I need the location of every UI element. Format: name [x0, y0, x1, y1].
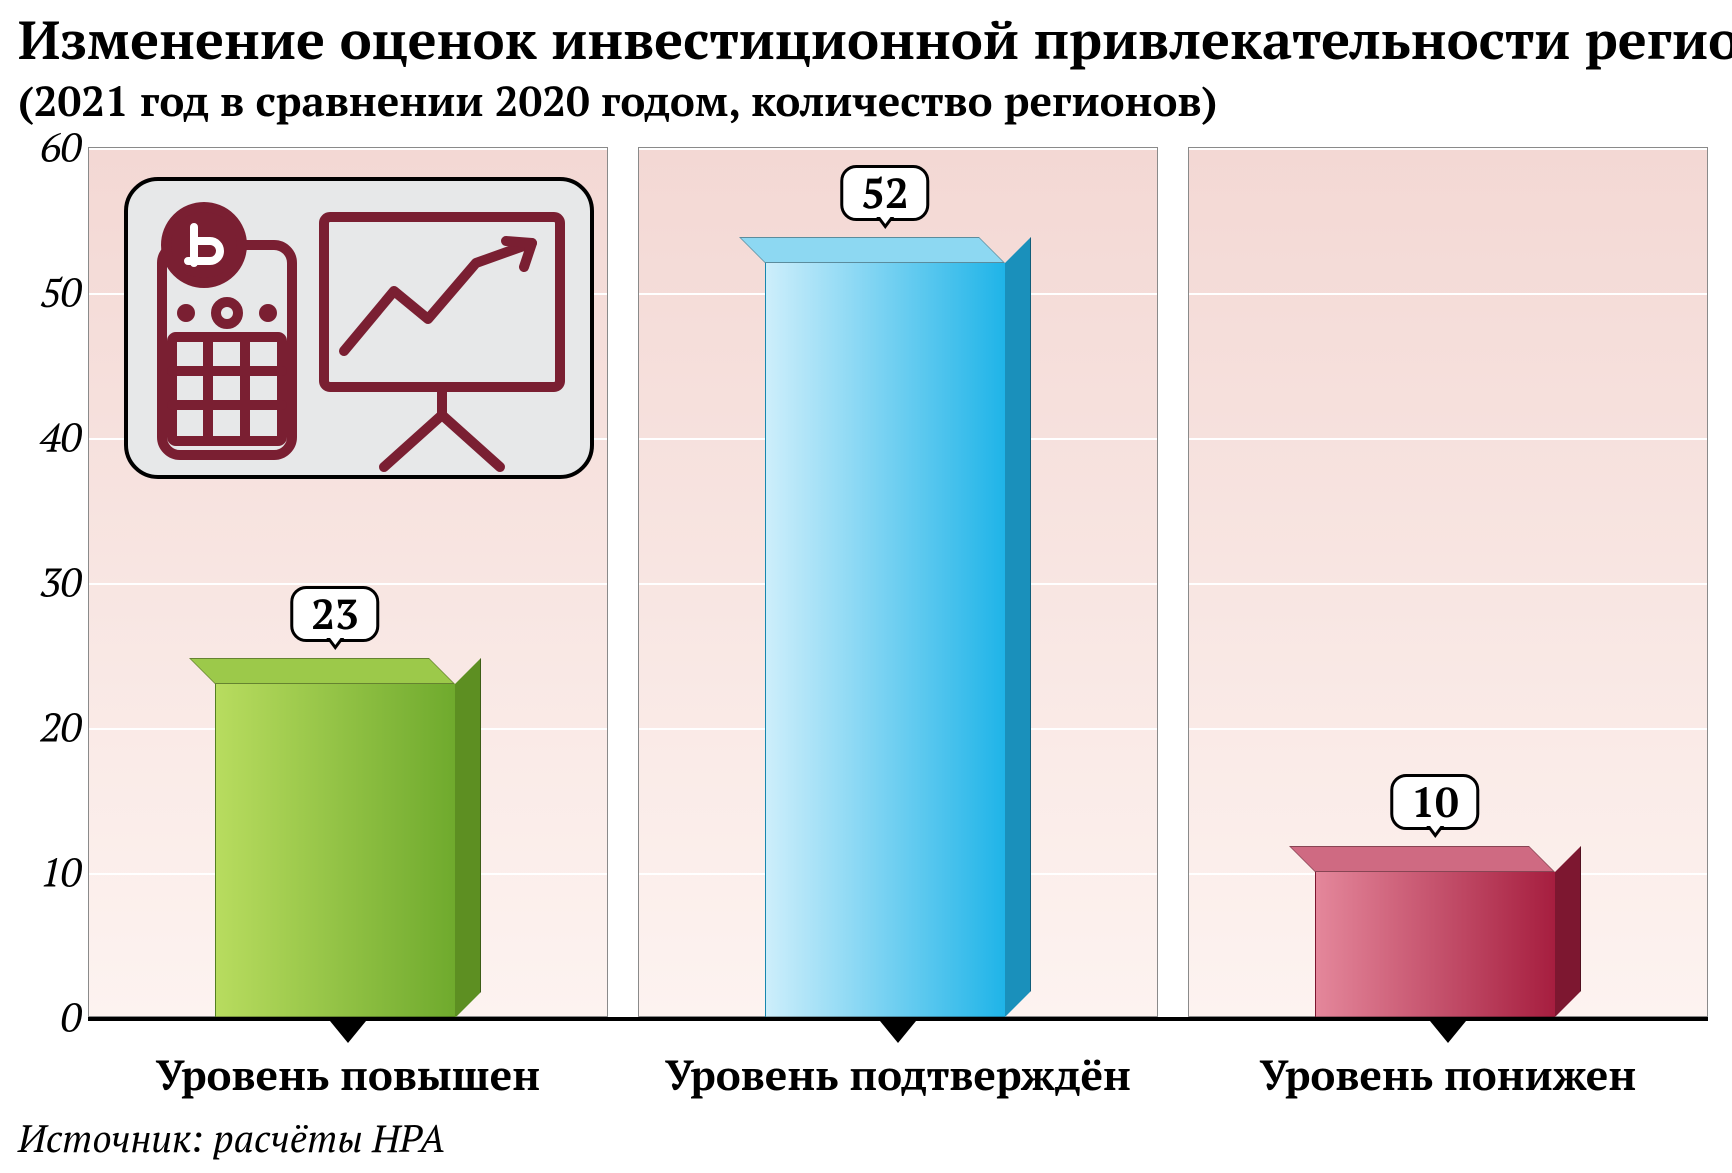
bar: 52: [765, 237, 1031, 1017]
chart-title: Изменение оценок инвестиционной привлека…: [18, 10, 1714, 69]
bar: 23: [215, 658, 481, 1018]
chart-area: 0102030405060 235210: [18, 147, 1708, 1017]
x-tick-label: Уровень понижен: [1260, 1047, 1637, 1103]
gridline: [1189, 583, 1707, 585]
x-tick-pointer: [330, 1021, 366, 1043]
plot-area: 23 52 10: [88, 147, 1708, 1017]
gridline: [89, 148, 607, 150]
x-tick-pointer: [1430, 1021, 1466, 1043]
infographic-icon-card: [124, 177, 594, 479]
bar-value-label: 52: [840, 165, 929, 221]
y-tick-label: 20: [40, 701, 82, 754]
gridline: [1189, 438, 1707, 440]
gridline: [1189, 293, 1707, 295]
gridline: [1189, 728, 1707, 730]
calculator-and-chart-icon: [128, 181, 590, 475]
y-tick-label: 50: [40, 266, 82, 319]
y-tick-label: 40: [40, 411, 82, 464]
x-tick-pointer: [880, 1021, 916, 1043]
gridline: [639, 148, 1157, 150]
x-tick-label: Уровень повышен: [156, 1047, 540, 1103]
y-tick-label: 0: [61, 991, 82, 1044]
chart-source: Источник: расчёты НРА: [18, 1113, 1714, 1163]
x-tick-label: Уровень подтверждён: [665, 1047, 1131, 1103]
chart-subtitle: (2021 год в сравнении 2020 годом, количе…: [18, 73, 1714, 129]
y-tick-label: 10: [40, 846, 82, 899]
y-axis: 0102030405060: [18, 147, 88, 1017]
bar-value-label: 23: [290, 586, 379, 642]
y-tick-label: 30: [40, 556, 82, 609]
bar: 10: [1315, 846, 1581, 1017]
bar-value-label: 10: [1390, 774, 1479, 830]
gridline: [1189, 148, 1707, 150]
y-tick-label: 60: [40, 121, 82, 174]
